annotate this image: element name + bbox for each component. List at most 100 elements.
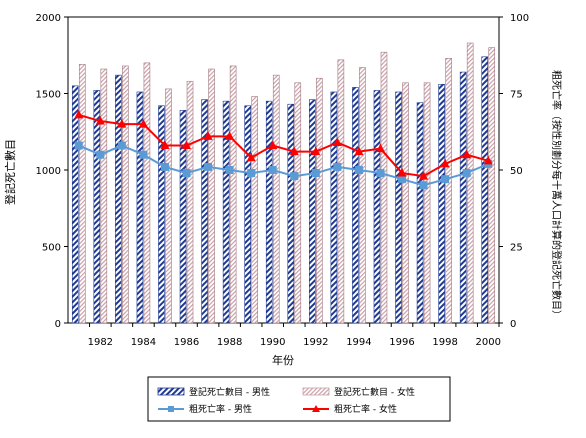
point-male-rate-1989: [247, 169, 256, 178]
bar-female-1988: [229, 65, 237, 324]
point-male-rate-1985: [160, 162, 169, 171]
point-male-rate-1994: [354, 166, 363, 174]
line-female-rate: [78, 113, 489, 178]
point-male-rate-1997: [419, 181, 428, 190]
legend: 登記死亡數目 - 男性 登記死亡數目 - 女性 粗死亡率 - 男性 粗死亡率 -…: [147, 376, 451, 422]
bar-male-1996: [395, 91, 402, 324]
x-tick-label: 1984: [131, 337, 156, 348]
x-tick-label: 1994: [346, 337, 371, 348]
x-axis-ticks: 1982 1984 1986 1988 1990 1992 1994 1996 1998 2000: [88, 323, 501, 348]
bar-male-1985: [158, 105, 165, 324]
point-female-rate-1992: [311, 146, 321, 156]
legend-swatch-male-bar: [157, 387, 185, 396]
bar-male-1992: [309, 99, 316, 324]
bar-female-1981: [78, 64, 86, 324]
bar-male-1999: [459, 71, 467, 324]
bar-male-1981: [71, 85, 79, 324]
left-tick-label: 1000: [36, 166, 61, 177]
legend-box: [147, 376, 451, 422]
bar-male-1998: [438, 84, 445, 324]
point-female-rate-1996: [397, 168, 407, 177]
bar-male-1993: [330, 91, 338, 324]
right-tick-label: 75: [510, 90, 523, 101]
point-female-rate-1990: [268, 140, 278, 150]
right-axis-title: 粗死亡率（按性別劃分每十萬人口計算的登記死亡數目）: [550, 70, 563, 320]
bar-male-1994: [352, 87, 359, 324]
x-tick-label: 2000: [475, 337, 500, 348]
x-tick-label: 1996: [389, 337, 414, 348]
legend-swatch-female-bar: [302, 387, 330, 396]
point-male-rate-1993: [333, 162, 342, 171]
bar-male-1988: [222, 100, 230, 324]
point-female-rate-1994: [354, 146, 364, 156]
legend-marker-female-line: [312, 405, 320, 412]
point-female-rate-1985: [160, 140, 170, 150]
point-female-rate-1993: [332, 137, 342, 146]
point-male-rate-1982: [96, 150, 105, 159]
x-tick-label: 1990: [260, 337, 285, 348]
point-female-rate-1991: [289, 146, 299, 156]
bar-female-1994: [359, 67, 366, 324]
point-female-rate-1982: [95, 116, 105, 125]
right-tick-label: 100: [510, 13, 529, 24]
left-tick-label: 1500: [36, 90, 61, 101]
bar-female-1989: [251, 96, 258, 324]
female-bar-series: [78, 42, 496, 324]
point-male-rate-1986: [182, 169, 191, 178]
bar-male-1991: [287, 103, 295, 324]
bar-male-1987: [201, 99, 208, 324]
bar-male-1995: [373, 90, 381, 324]
point-male-rate-1992: [311, 169, 320, 178]
left-tick-label: 0: [55, 319, 61, 330]
bar-female-1993: [337, 59, 345, 324]
bar-female-1998: [445, 58, 452, 324]
bar-female-1991: [294, 82, 302, 324]
bar-female-1987: [208, 68, 215, 324]
bar-male-1997: [416, 102, 424, 324]
point-female-rate-1987: [203, 131, 213, 140]
line-series: [74, 109, 493, 190]
point-male-rate-1998: [441, 175, 450, 184]
bar-female-1985: [165, 88, 172, 324]
x-tick-label: 1992: [303, 337, 328, 348]
point-male-rate-1996: [398, 175, 407, 184]
point-female-rate-1999: [462, 149, 472, 159]
point-female-rate-1981: [74, 109, 84, 119]
point-female-rate-1983: [117, 119, 127, 128]
point-female-rate-2000: [483, 155, 493, 165]
point-female-rate-1989: [246, 152, 256, 162]
point-male-rate-1995: [376, 169, 385, 178]
point-female-rate-1984: [138, 119, 148, 128]
x-tick-label: 1986: [174, 337, 199, 348]
point-male-rate-1983: [117, 141, 126, 150]
right-axis-ticks: 0 25 50 75 100: [499, 13, 529, 330]
legend-marker-male-line: [168, 406, 174, 412]
left-tick-label: 2000: [36, 13, 61, 24]
point-male-rate-1999: [462, 169, 471, 178]
left-axis-title: 登記死亡數目: [3, 139, 17, 205]
bar-female-1984: [143, 62, 151, 324]
x-tick-label: 1982: [88, 337, 113, 348]
right-tick-label: 0: [510, 319, 516, 330]
x-tick-label: 1988: [217, 337, 242, 348]
point-male-rate-1991: [290, 172, 299, 181]
point-male-rate-1988: [225, 166, 234, 174]
left-tick-label: 500: [42, 243, 61, 254]
left-axis-ticks: 0 500 1000 1500 2000: [36, 13, 68, 330]
point-female-rate-1986: [182, 140, 192, 150]
bar-female-1995: [380, 51, 388, 324]
point-male-rate-1990: [268, 166, 277, 174]
point-female-rate-1998: [440, 158, 450, 168]
bar-male-1983: [115, 74, 122, 324]
legend-label-female-bar: 登記死亡數目 - 女性: [334, 386, 415, 398]
point-female-rate-1995: [375, 143, 385, 153]
bar-female-1996: [402, 82, 409, 324]
bar-female-1982: [100, 68, 108, 324]
bar-male-1986: [179, 110, 187, 324]
bar-female-2000: [488, 47, 496, 324]
bar-male-1989: [244, 105, 251, 324]
bar-female-1983: [122, 65, 129, 324]
bar-female-1997: [423, 82, 431, 324]
bar-male-1984: [136, 91, 144, 324]
